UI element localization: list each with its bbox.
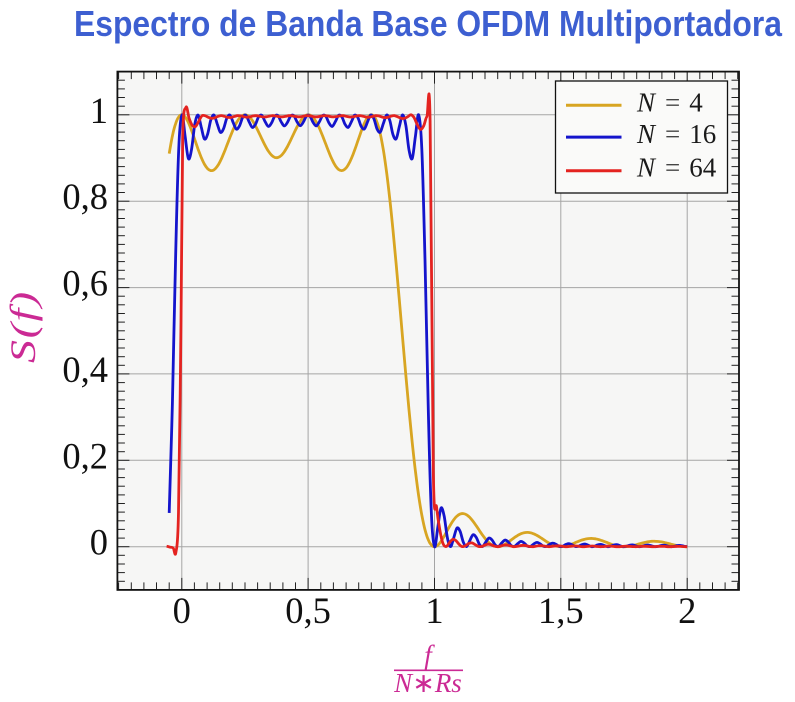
svg-text:0,5: 0,5 (285, 590, 331, 631)
svg-text:2: 2 (678, 590, 696, 631)
svg-text:N∗Rs: N∗Rs (393, 668, 462, 698)
svg-text:S(f): S(f) (3, 290, 44, 363)
svg-text:1,5: 1,5 (538, 590, 584, 631)
svg-text:f: f (424, 640, 435, 670)
svg-text:Espectro de Banda Base OFDM Mu: Espectro de Banda Base OFDM Multiportado… (74, 3, 783, 44)
svg-text:N=64: N = 64 (636, 153, 717, 183)
svg-text:0,2: 0,2 (62, 435, 108, 476)
svg-text:0,8: 0,8 (62, 176, 108, 217)
svg-text:0,4: 0,4 (62, 349, 108, 390)
svg-text:N=4: N = 4 (636, 87, 703, 117)
svg-text:0: 0 (90, 522, 108, 563)
svg-text:1: 1 (425, 590, 443, 631)
svg-text:0,6: 0,6 (62, 263, 108, 304)
svg-text:N=16: N = 16 (636, 119, 716, 149)
svg-text:1: 1 (90, 90, 108, 131)
svg-text:0: 0 (173, 590, 191, 631)
